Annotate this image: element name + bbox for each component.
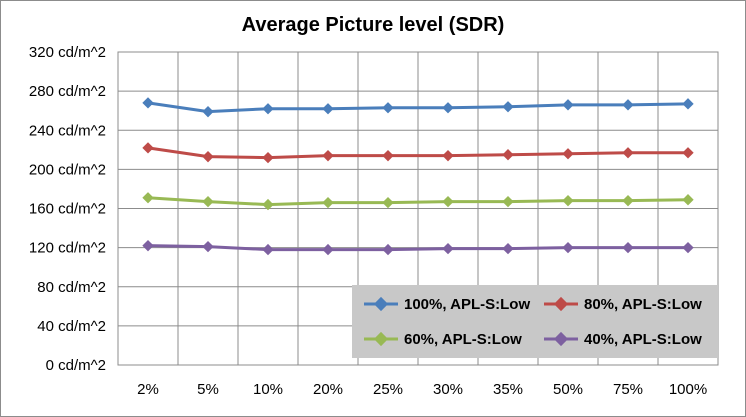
- data-point: [562, 148, 574, 160]
- legend-marker-60: [364, 331, 398, 347]
- data-point: [322, 196, 334, 209]
- data-point: [142, 240, 154, 252]
- data-point: [682, 241, 694, 254]
- x-tick-label: 20%: [313, 381, 343, 398]
- series-line: [147, 196, 689, 207]
- x-tick-label: 25%: [373, 381, 403, 398]
- legend: 100%, APL-S:Low 80%, APL-S:Low 60%, APL-…: [352, 285, 718, 358]
- x-tick-label: 10%: [253, 381, 283, 398]
- data-point: [502, 195, 514, 208]
- data-point: [202, 151, 214, 163]
- data-point: [322, 103, 334, 115]
- legend-item-40: 40%, APL-S:Low: [542, 328, 702, 350]
- y-tick-label: 40 cd/m^2: [37, 318, 106, 335]
- x-tick-label: 50%: [553, 381, 583, 398]
- data-point: [322, 150, 334, 162]
- series-line: [147, 101, 689, 114]
- y-tick-label: 80 cd/m^2: [37, 279, 106, 296]
- data-point: [562, 99, 574, 111]
- x-tick-label: 5%: [197, 381, 219, 398]
- data-point: [202, 240, 214, 253]
- data-point: [442, 150, 454, 162]
- data-point: [562, 241, 574, 254]
- x-tick-label: 100%: [669, 381, 707, 398]
- data-point: [382, 102, 394, 114]
- data-point: [262, 151, 274, 164]
- data-point: [442, 242, 454, 255]
- y-tick-label: 0 cd/m^2: [46, 357, 106, 374]
- data-point: [322, 243, 334, 256]
- x-tick-label: 2%: [137, 381, 159, 398]
- data-point: [142, 142, 154, 154]
- data-point: [502, 149, 514, 161]
- data-point: [202, 106, 214, 118]
- data-point: [682, 98, 694, 110]
- legend-label-80: 80%, APL-S:Low: [584, 295, 702, 313]
- y-tick-label: 120 cd/m^2: [29, 240, 106, 257]
- data-point: [142, 97, 154, 109]
- y-tick-label: 320 cd/m^2: [29, 44, 106, 61]
- data-point: [502, 101, 514, 113]
- data-point: [682, 194, 694, 206]
- legend-item-100: 100%, APL-S:Low: [362, 293, 530, 315]
- y-tick-label: 200 cd/m^2: [29, 161, 106, 178]
- data-point: [262, 103, 274, 115]
- legend-item-80: 80%, APL-S:Low: [542, 293, 702, 315]
- legend-marker-100: [364, 296, 398, 312]
- x-tick-label: 75%: [613, 381, 643, 398]
- data-point: [262, 243, 274, 256]
- data-point: [262, 198, 274, 211]
- data-point: [142, 192, 154, 204]
- data-point: [382, 150, 394, 162]
- data-point: [562, 195, 574, 207]
- plot-border: [117, 51, 719, 366]
- legend-label-60: 60%, APL-S:Low: [404, 330, 522, 348]
- data-point: [382, 243, 394, 256]
- data-point: [202, 195, 214, 208]
- data-point: [622, 147, 634, 159]
- data-point: [622, 241, 634, 254]
- y-tick-label: 240 cd/m^2: [29, 122, 106, 139]
- data-point: [502, 242, 514, 255]
- data-point: [622, 99, 634, 111]
- data-point: [622, 195, 634, 207]
- series-line: [147, 244, 688, 252]
- data-point: [682, 147, 694, 159]
- legend-marker-40: [544, 331, 578, 347]
- legend-label-100: 100%, APL-S:Low: [404, 295, 531, 313]
- x-tick-label: 30%: [433, 381, 463, 398]
- chart-title: Average Picture level (SDR): [241, 14, 505, 36]
- x-tick-label: 35%: [493, 381, 523, 398]
- legend-marker-80: [544, 296, 578, 312]
- y-tick-label: 160 cd/m^2: [29, 201, 106, 218]
- data-point: [382, 196, 394, 209]
- y-tick-label: 280 cd/m^2: [29, 83, 106, 100]
- data-point: [442, 195, 454, 208]
- legend-item-60: 60%, APL-S:Low: [362, 328, 522, 350]
- legend-label-40: 40%, APL-S:Low: [584, 330, 702, 348]
- data-point: [442, 102, 454, 114]
- series-line: [147, 146, 688, 160]
